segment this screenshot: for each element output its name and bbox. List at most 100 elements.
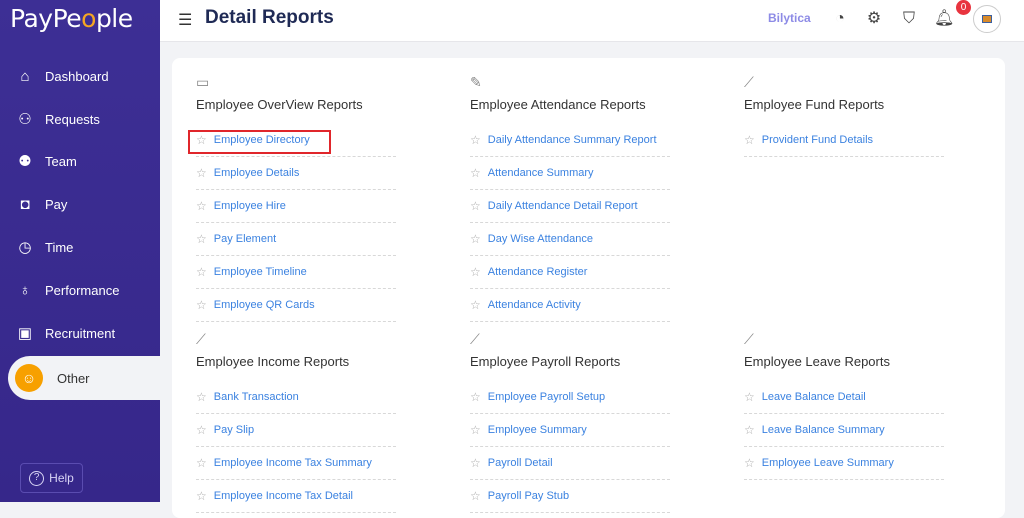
- star-icon[interactable]: ☆: [470, 298, 481, 312]
- report-link[interactable]: ☆ Pay Slip: [196, 414, 396, 447]
- section-title: Employee Payroll Reports: [470, 354, 621, 369]
- section-title: Employee Fund Reports: [744, 97, 885, 112]
- report-link-label: Day Wise Attendance: [487, 233, 593, 245]
- report-link[interactable]: ☆ Pay Element: [196, 223, 396, 256]
- star-icon[interactable]: ☆: [470, 232, 481, 246]
- report-link-label: Provident Fund Details: [761, 134, 874, 146]
- report-section: ⟋ Employee Payroll Reports ☆ Employee Payro…: [470, 331, 690, 513]
- report-link[interactable]: ☆ Payroll Pay Stub: [470, 480, 670, 513]
- report-link[interactable]: ☆ Day Wise Attendance: [470, 223, 670, 256]
- star-icon[interactable]: ☆: [470, 390, 481, 404]
- trend-icon: ⟋: [470, 331, 480, 347]
- report-link[interactable]: ☆ Employee Summary: [470, 414, 670, 447]
- sidebar-item-dashboard[interactable]: ⌂ Dashboard: [16, 67, 109, 85]
- gear-icon[interactable]: ⚙: [866, 10, 882, 27]
- report-link-label: Payroll Pay Stub: [487, 490, 570, 502]
- sidebar-item-label: Recruitment: [45, 325, 116, 341]
- user-question-icon: ⚇: [18, 111, 32, 128]
- report-link[interactable]: ☆ Bank Transaction: [196, 381, 396, 414]
- sidebar-item-recruitment[interactable]: ▣ Recruitment: [16, 324, 115, 342]
- report-link[interactable]: ☆ Employee Details: [196, 157, 396, 190]
- report-link[interactable]: ☆ Provident Fund Details: [744, 124, 944, 157]
- report-section: ✎ Employee Attendance Reports ☆ Daily Atten…: [470, 74, 690, 322]
- star-icon[interactable]: ☆: [470, 423, 481, 437]
- star-icon[interactable]: ☆: [470, 133, 481, 147]
- sidebar-item-other[interactable]: ☺ Other: [8, 356, 168, 400]
- star-icon[interactable]: ☆: [470, 166, 481, 180]
- report-section: ⟋ Employee Fund Reports ☆ Provident Fund De…: [744, 74, 964, 157]
- avatar[interactable]: [973, 5, 1001, 33]
- hamburger-menu-icon[interactable]: ☰: [178, 12, 193, 29]
- notification-badge: 0: [956, 0, 971, 15]
- report-link-label: Bank Transaction: [213, 391, 299, 403]
- report-link[interactable]: ☆ Payroll Detail: [470, 447, 670, 480]
- report-link[interactable]: ☆ Employee Timeline: [196, 256, 396, 289]
- star-icon[interactable]: ☆: [196, 133, 207, 147]
- report-link-label: Employee Timeline: [213, 266, 307, 278]
- sidebar-item-label: Team: [45, 153, 77, 169]
- report-link-label: Daily Attendance Summary Report: [487, 134, 657, 146]
- pie-chart-icon[interactable]: ◔: [835, 10, 845, 27]
- bell-icon[interactable]: 🔔︎: [934, 10, 954, 27]
- home-icon: ⌂: [20, 67, 30, 85]
- report-link[interactable]: ☆ Leave Balance Detail: [744, 381, 944, 414]
- report-link[interactable]: ☆ Employee QR Cards: [196, 289, 396, 322]
- report-link-label: Attendance Summary: [487, 167, 594, 179]
- report-link[interactable]: ☆ Attendance Summary: [470, 157, 670, 190]
- help-button[interactable]: ? Help: [20, 463, 83, 493]
- report-link[interactable]: ☆ Employee Income Tax Detail: [196, 480, 396, 513]
- star-icon[interactable]: ☆: [470, 489, 481, 503]
- report-link[interactable]: ☆ Employee Income Tax Summary: [196, 447, 396, 480]
- report-section: ⟋ Employee Leave Reports ☆ Leave Balance De…: [744, 331, 964, 480]
- sidebar-item-pay[interactable]: ◘ Pay: [16, 195, 67, 213]
- star-icon[interactable]: ☆: [196, 199, 207, 213]
- sidebar-item-label: Performance: [45, 282, 120, 298]
- sidebar-item-label: Other: [57, 370, 90, 386]
- star-icon[interactable]: ☆: [470, 456, 481, 470]
- star-icon[interactable]: ☆: [470, 265, 481, 279]
- report-link[interactable]: ☆ Attendance Activity: [470, 289, 670, 322]
- star-icon[interactable]: ☆: [196, 166, 207, 180]
- star-icon[interactable]: ☆: [196, 232, 207, 246]
- sidebar-item-label: Dashboard: [45, 68, 109, 84]
- star-icon[interactable]: ☆: [196, 298, 207, 312]
- report-link[interactable]: ☆ Employee Directory: [188, 124, 396, 157]
- star-icon[interactable]: ☆: [744, 456, 755, 470]
- award-icon: ♁: [19, 281, 31, 299]
- report-link[interactable]: ☆ Daily Attendance Detail Report: [470, 190, 670, 223]
- sidebar-item-label: Pay: [45, 196, 68, 212]
- star-icon[interactable]: ☆: [196, 489, 207, 503]
- sidebar-item-time[interactable]: ◷ Time: [16, 238, 73, 256]
- report-link[interactable]: ☆ Attendance Register: [470, 256, 670, 289]
- star-icon[interactable]: ☆: [744, 133, 755, 147]
- bilytica-link[interactable]: Bilytica: [768, 11, 811, 25]
- star-icon[interactable]: ☆: [196, 390, 207, 404]
- star-icon[interactable]: ☆: [744, 390, 755, 404]
- bookmark-icon[interactable]: ⛉: [902, 10, 915, 27]
- report-link-label: Employee Hire: [213, 200, 286, 212]
- sidebar: PayPeople ⌂ Dashboard ⚇ Requests ⚉ Team ◘ Pay ◷ T…: [0, 0, 168, 502]
- report-link[interactable]: ☆ Employee Hire: [196, 190, 396, 223]
- report-link[interactable]: ☆ Leave Balance Summary: [744, 414, 944, 447]
- star-icon[interactable]: ☆: [196, 456, 207, 470]
- star-icon[interactable]: ☆: [196, 423, 207, 437]
- report-link-label: Daily Attendance Detail Report: [487, 200, 638, 212]
- clock-icon: ◷: [18, 239, 32, 256]
- report-link-label: Payroll Detail: [487, 457, 553, 469]
- star-icon[interactable]: ☆: [470, 199, 481, 213]
- sidebar-item-requests[interactable]: ⚇ Requests: [16, 110, 100, 128]
- report-link[interactable]: ☆ Employee Leave Summary: [744, 447, 944, 480]
- user-icon: ☺: [15, 364, 43, 392]
- report-link[interactable]: ☆ Daily Attendance Summary Report: [470, 124, 670, 157]
- logo: PayPeople: [10, 4, 133, 33]
- report-link-label: Pay Element: [213, 233, 277, 245]
- trend-icon: ⟋: [196, 331, 206, 347]
- id-card-icon: ▭: [196, 74, 210, 90]
- briefcase-icon: ▣: [17, 325, 33, 342]
- star-icon[interactable]: ☆: [744, 423, 755, 437]
- report-link[interactable]: ☆ Employee Payroll Setup: [470, 381, 670, 414]
- star-icon[interactable]: ☆: [196, 265, 207, 279]
- sidebar-item-team[interactable]: ⚉ Team: [16, 152, 77, 170]
- reports-card: ▭ Employee OverView Reports ☆ Employee Dire…: [172, 58, 1005, 518]
- sidebar-item-performance[interactable]: ♁ Performance: [16, 281, 119, 299]
